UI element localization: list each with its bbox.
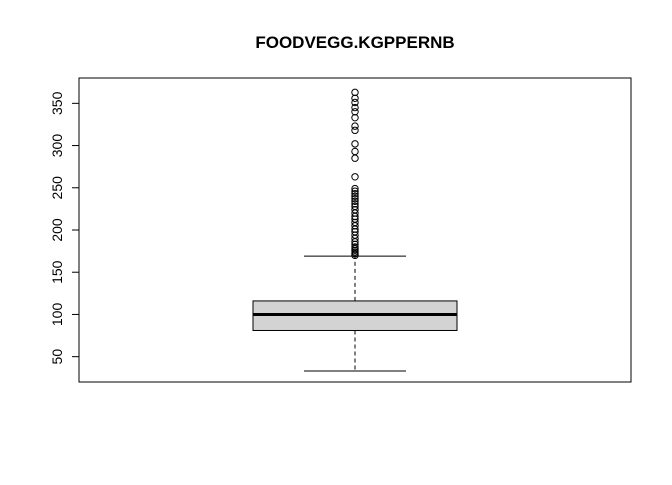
- outlier-point: [351, 103, 359, 112]
- outlier-point: [351, 154, 359, 162]
- outlier-point: [351, 126, 359, 135]
- outlier-point: [351, 98, 359, 107]
- outlier-point: [351, 200, 359, 208]
- outlier-point: [351, 192, 359, 200]
- outlier-point: [351, 197, 359, 205]
- outlier-point: [351, 189, 359, 198]
- y-tick-label: 200: [49, 218, 65, 242]
- y-tick-label: 100: [49, 303, 65, 327]
- outlier-point: [351, 243, 359, 251]
- y-tick-label: 150: [49, 260, 65, 284]
- outlier-point: [351, 187, 359, 195]
- outlier-point: [351, 173, 359, 181]
- plot-frame: [78, 77, 632, 383]
- outlier-point: [351, 184, 359, 193]
- y-tick-label: 50: [49, 349, 65, 365]
- outlier-point: [351, 88, 359, 97]
- y-axis: 50 100 150 200 250 300 350: [49, 91, 80, 365]
- box-group: [252, 255, 458, 372]
- y-tick-label: 300: [49, 134, 65, 158]
- outlier-group: [351, 88, 359, 260]
- chart-title: FOODVEGG.KGPPERNB: [255, 33, 454, 52]
- outlier-point: [351, 122, 359, 130]
- outlier-point: [351, 147, 359, 156]
- outlier-point: [351, 108, 359, 116]
- y-tick-label: 350: [49, 91, 65, 115]
- outlier-point: [351, 202, 359, 211]
- outlier-point: [351, 140, 359, 148]
- outlier-point: [351, 195, 359, 203]
- y-tick-label: 250: [49, 176, 65, 200]
